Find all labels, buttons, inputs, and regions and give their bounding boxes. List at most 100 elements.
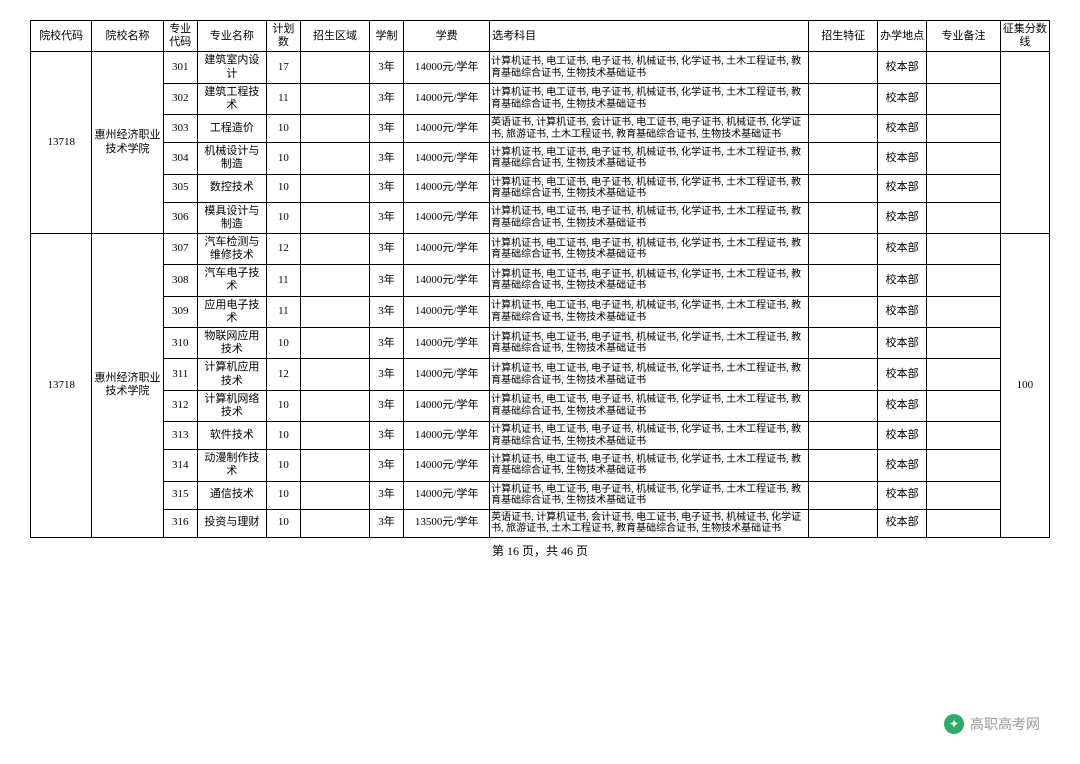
table-row: 305数控技术103年14000元/学年计算机证书, 电工证书, 电子证书, 机… (31, 174, 1050, 202)
th-plan: 计划数 (266, 21, 300, 52)
cell-major: 投资与理财 (197, 509, 266, 537)
cell-plan: 10 (266, 390, 300, 421)
cell-major: 应用电子技术 (197, 296, 266, 327)
cell-location: 校本部 (878, 233, 927, 264)
cell-duration: 3年 (369, 174, 403, 202)
cell-majorcode: 301 (163, 52, 197, 83)
cell-fee: 14000元/学年 (404, 202, 490, 233)
cell-majorcode: 313 (163, 422, 197, 450)
cell-majorcode: 302 (163, 83, 197, 114)
cell-duration: 3年 (369, 83, 403, 114)
cell-location: 校本部 (878, 422, 927, 450)
cell-remark (927, 143, 1001, 174)
table-row: 304机械设计与制造103年14000元/学年计算机证书, 电工证书, 电子证书… (31, 143, 1050, 174)
cell-school-name: 惠州经济职业技术学院 (92, 52, 163, 234)
cell-plan: 11 (266, 265, 300, 296)
cell-fee: 14000元/学年 (404, 481, 490, 509)
cell-fee: 14000元/学年 (404, 83, 490, 114)
th-location: 办学地点 (878, 21, 927, 52)
cell-subjects: 计算机证书, 电工证书, 电子证书, 机械证书, 化学证书, 土木工程证书, 教… (490, 83, 809, 114)
table-row: 316投资与理财103年13500元/学年英语证书, 计算机证书, 会计证书, … (31, 509, 1050, 537)
cell-duration: 3年 (369, 52, 403, 83)
cell-plan: 11 (266, 296, 300, 327)
cell-location: 校本部 (878, 450, 927, 481)
cell-subjects: 计算机证书, 电工证书, 电子证书, 机械证书, 化学证书, 土木工程证书, 教… (490, 390, 809, 421)
table-row: 313软件技术103年14000元/学年计算机证书, 电工证书, 电子证书, 机… (31, 422, 1050, 450)
cell-major: 物联网应用技术 (197, 328, 266, 359)
cell-region (301, 390, 370, 421)
cell-location: 校本部 (878, 296, 927, 327)
cell-feature (809, 115, 878, 143)
th-remark: 专业备注 (927, 21, 1001, 52)
cell-location: 校本部 (878, 202, 927, 233)
cell-remark (927, 174, 1001, 202)
cell-feature (809, 481, 878, 509)
table-body: 13718惠州经济职业技术学院301建筑室内设计173年14000元/学年计算机… (31, 52, 1050, 537)
cell-location: 校本部 (878, 328, 927, 359)
th-region: 招生区域 (301, 21, 370, 52)
cell-location: 校本部 (878, 83, 927, 114)
cell-feature (809, 450, 878, 481)
cell-fee: 14000元/学年 (404, 233, 490, 264)
cell-major: 建筑室内设计 (197, 52, 266, 83)
cell-duration: 3年 (369, 450, 403, 481)
cell-majorcode: 303 (163, 115, 197, 143)
cell-majorcode: 309 (163, 296, 197, 327)
cell-region (301, 143, 370, 174)
cell-major: 计算机网络技术 (197, 390, 266, 421)
table-row: 310物联网应用技术103年14000元/学年计算机证书, 电工证书, 电子证书… (31, 328, 1050, 359)
cell-remark (927, 509, 1001, 537)
cell-plan: 10 (266, 202, 300, 233)
wechat-icon: ✦ (944, 714, 964, 734)
cell-location: 校本部 (878, 509, 927, 537)
cell-majorcode: 310 (163, 328, 197, 359)
table-row: 13718惠州经济职业技术学院307汽车检测与维修技术123年14000元/学年… (31, 233, 1050, 264)
cell-remark (927, 422, 1001, 450)
cell-school-name: 惠州经济职业技术学院 (92, 233, 163, 537)
cell-duration: 3年 (369, 390, 403, 421)
cell-majorcode: 306 (163, 202, 197, 233)
th-fee: 学费 (404, 21, 490, 52)
cell-subjects: 计算机证书, 电工证书, 电子证书, 机械证书, 化学证书, 土木工程证书, 教… (490, 233, 809, 264)
cell-majorcode: 311 (163, 359, 197, 390)
cell-remark (927, 115, 1001, 143)
cell-duration: 3年 (369, 422, 403, 450)
cell-fee: 14000元/学年 (404, 296, 490, 327)
cell-plan: 10 (266, 450, 300, 481)
cell-remark (927, 83, 1001, 114)
cell-majorcode: 308 (163, 265, 197, 296)
cell-location: 校本部 (878, 52, 927, 83)
th-school: 院校名称 (92, 21, 163, 52)
cell-majorcode: 312 (163, 390, 197, 421)
table-row: 13718惠州经济职业技术学院301建筑室内设计173年14000元/学年计算机… (31, 52, 1050, 83)
cell-region (301, 481, 370, 509)
cell-feature (809, 52, 878, 83)
cell-remark (927, 450, 1001, 481)
cell-fee: 14000元/学年 (404, 450, 490, 481)
cell-major: 建筑工程技术 (197, 83, 266, 114)
cell-fee: 14000元/学年 (404, 422, 490, 450)
cell-subjects: 计算机证书, 电工证书, 电子证书, 机械证书, 化学证书, 土木工程证书, 教… (490, 174, 809, 202)
cell-feature (809, 296, 878, 327)
cell-feature (809, 509, 878, 537)
cell-remark (927, 481, 1001, 509)
cell-region (301, 328, 370, 359)
cell-feature (809, 202, 878, 233)
cell-major: 动漫制作技术 (197, 450, 266, 481)
cell-feature (809, 233, 878, 264)
cell-feature (809, 174, 878, 202)
cell-remark (927, 202, 1001, 233)
cell-majorcode: 305 (163, 174, 197, 202)
th-subjects: 选考科目 (490, 21, 809, 52)
cell-region (301, 202, 370, 233)
cell-feature (809, 83, 878, 114)
admissions-table: 院校代码 院校名称 专业代码 专业名称 计划数 招生区域 学制 学费 选考科目 … (30, 20, 1050, 538)
th-code: 院校代码 (31, 21, 92, 52)
cell-feature (809, 265, 878, 296)
cell-region (301, 174, 370, 202)
cell-location: 校本部 (878, 143, 927, 174)
cell-major: 汽车电子技术 (197, 265, 266, 296)
table-header-row: 院校代码 院校名称 专业代码 专业名称 计划数 招生区域 学制 学费 选考科目 … (31, 21, 1050, 52)
cell-subjects: 计算机证书, 电工证书, 电子证书, 机械证书, 化学证书, 土木工程证书, 教… (490, 450, 809, 481)
cell-duration: 3年 (369, 296, 403, 327)
